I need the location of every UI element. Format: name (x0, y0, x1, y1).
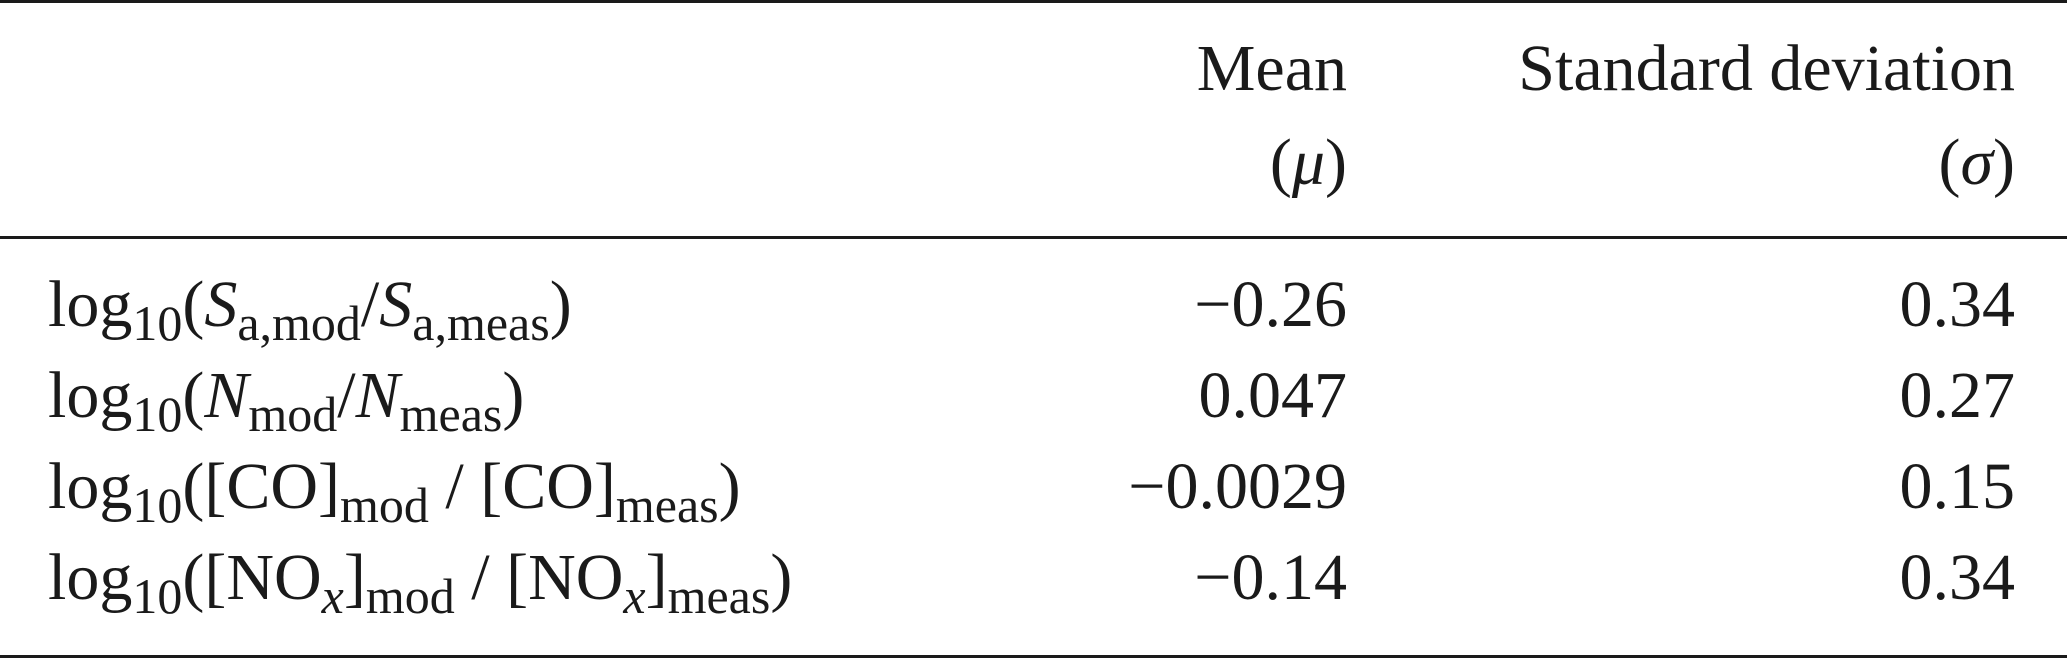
mean-value: −0.14 (1194, 541, 1347, 614)
row-label-nox: log10([NOx]mod / [NOx]meas) (48, 541, 793, 624)
mu-symbol: μ (1291, 126, 1326, 199)
row-label-n: log10(Nmod/Nmeas) (48, 359, 525, 442)
row-label-co: log10([CO]mod / [CO]meas) (48, 450, 741, 533)
top-rule (0, 0, 2067, 3)
row-label-sa: log10(Sa,mod/Sa,meas) (48, 268, 572, 351)
sd-value: 0.15 (1899, 450, 2016, 523)
header-sd-symbol: (σ) (1938, 126, 2015, 199)
header-mean: Mean (1196, 32, 1347, 105)
sd-value: 0.34 (1899, 541, 2016, 614)
mean-value: −0.0029 (1128, 450, 1347, 523)
header-mean-symbol: (μ) (1269, 126, 1347, 199)
sd-value: 0.27 (1899, 359, 2016, 432)
mean-value: 0.047 (1198, 359, 1348, 432)
bottom-rule (0, 655, 2067, 658)
mean-value: −0.26 (1194, 268, 1347, 341)
header-rule (0, 236, 2067, 239)
sigma-symbol: σ (1960, 126, 1994, 199)
header-standard-deviation: Standard deviation (1518, 32, 2015, 105)
sd-value: 0.34 (1899, 268, 2016, 341)
